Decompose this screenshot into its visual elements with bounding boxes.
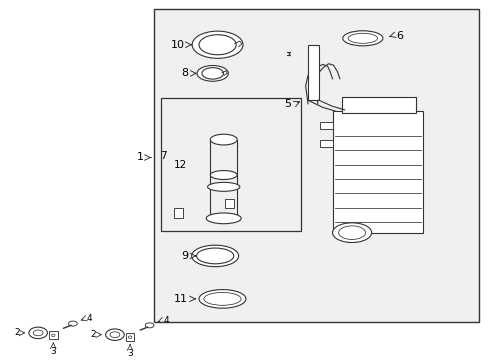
Ellipse shape — [191, 245, 238, 267]
Ellipse shape — [332, 223, 371, 243]
Ellipse shape — [128, 336, 132, 338]
Ellipse shape — [202, 68, 223, 79]
Ellipse shape — [29, 327, 47, 339]
Ellipse shape — [68, 321, 77, 326]
Text: 7: 7 — [159, 151, 166, 161]
Ellipse shape — [207, 183, 239, 191]
Bar — [320, 140, 332, 147]
Text: 10: 10 — [170, 40, 184, 50]
Ellipse shape — [52, 334, 55, 337]
Text: 9: 9 — [181, 251, 188, 261]
Text: 1: 1 — [137, 153, 144, 162]
Bar — [224, 199, 233, 208]
Ellipse shape — [110, 332, 120, 338]
Ellipse shape — [196, 248, 233, 264]
Text: 5: 5 — [284, 99, 290, 109]
Text: 6: 6 — [395, 31, 402, 41]
Ellipse shape — [210, 171, 237, 180]
Bar — [307, 45, 318, 100]
Ellipse shape — [199, 289, 245, 308]
Ellipse shape — [33, 330, 43, 336]
Ellipse shape — [206, 213, 241, 224]
Bar — [49, 332, 58, 339]
Bar — [173, 208, 183, 218]
Ellipse shape — [105, 329, 124, 341]
Text: 4: 4 — [163, 316, 169, 325]
Text: 11: 11 — [174, 294, 188, 304]
Bar — [342, 96, 415, 113]
Text: 4: 4 — [86, 314, 92, 323]
Ellipse shape — [338, 226, 365, 239]
Text: 2: 2 — [14, 328, 20, 337]
Ellipse shape — [145, 323, 154, 328]
Text: 12: 12 — [173, 159, 186, 170]
Text: 8: 8 — [181, 68, 188, 78]
Bar — [154, 9, 478, 322]
Ellipse shape — [347, 33, 377, 43]
Bar — [161, 98, 300, 231]
Bar — [125, 333, 134, 341]
Text: 3: 3 — [50, 347, 56, 356]
Ellipse shape — [342, 31, 382, 46]
Bar — [332, 111, 422, 233]
Text: 2: 2 — [90, 330, 96, 339]
Ellipse shape — [210, 134, 237, 145]
Text: 3: 3 — [127, 349, 133, 358]
Ellipse shape — [199, 35, 236, 55]
Bar — [320, 122, 332, 129]
Ellipse shape — [203, 292, 241, 305]
Ellipse shape — [197, 66, 228, 81]
Ellipse shape — [192, 31, 243, 58]
